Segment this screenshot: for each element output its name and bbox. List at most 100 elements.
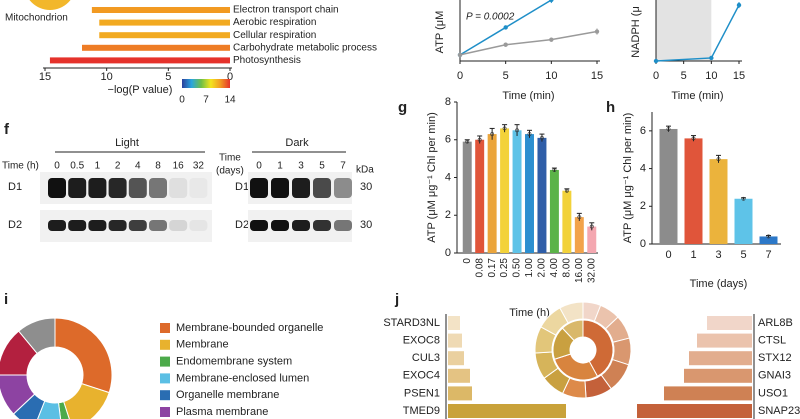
panel-letter: g bbox=[398, 99, 407, 116]
band bbox=[108, 220, 127, 231]
replicate-dot bbox=[527, 132, 532, 136]
y-axis-label: ATP (μM μg⁻¹ Chl per min) bbox=[622, 113, 634, 244]
bar bbox=[659, 128, 678, 244]
replicate-dot bbox=[502, 126, 507, 131]
y-axis-label: NADPH (μ bbox=[630, 6, 642, 58]
replicate-dot bbox=[540, 135, 544, 140]
y-axis-label: ATP (μM bbox=[434, 11, 446, 54]
band bbox=[334, 220, 352, 231]
replicate-dot bbox=[766, 234, 771, 239]
replicate-dot bbox=[515, 128, 519, 133]
legend-label: Plasma membrane bbox=[176, 406, 268, 418]
replicate-dot bbox=[589, 224, 594, 229]
legend-swatch bbox=[160, 323, 170, 333]
annotation: P = 0.0002 bbox=[466, 12, 515, 23]
band bbox=[169, 220, 188, 231]
replicate-dot bbox=[741, 196, 746, 201]
point bbox=[457, 52, 463, 58]
band bbox=[271, 178, 289, 198]
y-axis-label: ATP (μM μg⁻¹ Chl per min) bbox=[426, 112, 438, 243]
band bbox=[128, 178, 147, 198]
replicate-dot bbox=[716, 157, 721, 162]
bar-label: CTSL bbox=[758, 335, 786, 347]
lane-label: 1 bbox=[95, 161, 101, 172]
bar bbox=[684, 138, 703, 244]
bar bbox=[487, 134, 497, 253]
bar bbox=[475, 139, 485, 253]
band bbox=[189, 178, 208, 198]
y-tick-label: 2 bbox=[445, 209, 451, 221]
x-tick-label: 1.00 bbox=[524, 258, 535, 278]
bar-label: GNAI3 bbox=[758, 370, 791, 382]
x-tick-label: 5 bbox=[740, 249, 746, 261]
y-tick-label: 6 bbox=[640, 125, 646, 137]
lane-label: 16 bbox=[173, 161, 185, 172]
sunburst-segment bbox=[582, 319, 614, 377]
x-tick-label: 0 bbox=[665, 249, 671, 261]
donut-slice bbox=[17, 317, 56, 355]
lane-label: 8 bbox=[155, 161, 161, 172]
x-tick-label: 5 bbox=[681, 70, 687, 82]
bar bbox=[462, 141, 472, 253]
bar bbox=[448, 386, 472, 401]
band bbox=[189, 220, 208, 231]
bar bbox=[49, 57, 230, 64]
bar-label: PSEN1 bbox=[404, 387, 440, 399]
bar bbox=[448, 368, 470, 383]
pie-fragment bbox=[29, 0, 71, 10]
y-tick-label: 0 bbox=[640, 238, 646, 250]
point bbox=[736, 2, 742, 8]
legend-swatch bbox=[160, 339, 170, 350]
band bbox=[128, 220, 147, 231]
x-tick-label: 0 bbox=[227, 71, 233, 83]
colorbar-tick-label: 7 bbox=[203, 95, 209, 106]
bar bbox=[448, 404, 566, 418]
bar bbox=[574, 217, 584, 253]
x-tick-label: 0.25 bbox=[499, 258, 510, 278]
replicate-dot bbox=[691, 136, 696, 141]
replicate-dot bbox=[465, 139, 470, 144]
band bbox=[334, 178, 352, 198]
x-tick-label: 10 bbox=[545, 70, 557, 82]
bar bbox=[91, 7, 230, 13]
x-tick-label: 15 bbox=[733, 70, 745, 82]
y-tick-label: 0 bbox=[445, 247, 451, 259]
legend-swatch bbox=[160, 373, 170, 384]
point bbox=[503, 42, 508, 47]
band bbox=[292, 220, 310, 231]
lane-label: 0.5 bbox=[70, 161, 84, 172]
band bbox=[68, 178, 87, 198]
pie-label: Mitochondrion bbox=[5, 13, 68, 24]
band bbox=[68, 220, 87, 231]
bar bbox=[637, 404, 752, 418]
bar-label: TMED9 bbox=[403, 405, 440, 417]
band bbox=[292, 178, 310, 198]
band bbox=[250, 178, 268, 198]
x-tick-label: 0.08 bbox=[474, 258, 485, 278]
band bbox=[149, 220, 167, 231]
band bbox=[271, 220, 289, 231]
replicate-dot bbox=[564, 188, 569, 193]
x-axis-label: Time (min) bbox=[502, 90, 554, 102]
bar bbox=[709, 159, 728, 244]
bar-label: STX12 bbox=[758, 352, 792, 364]
unit-label: kDa bbox=[356, 165, 374, 176]
group-label: Light bbox=[115, 137, 139, 149]
x-tick-label: 4.00 bbox=[549, 258, 560, 278]
protein-label: D1 bbox=[235, 181, 249, 193]
point bbox=[503, 25, 508, 30]
size-label: 30 bbox=[360, 181, 372, 193]
x-tick-label: 0.50 bbox=[512, 258, 523, 278]
bar bbox=[537, 137, 547, 253]
band bbox=[48, 178, 66, 198]
bar bbox=[707, 316, 752, 330]
band bbox=[313, 178, 331, 198]
bar-label: CUL3 bbox=[412, 352, 440, 364]
replicate-dot bbox=[552, 168, 557, 172]
replicate-dot bbox=[490, 132, 495, 136]
bar-label: Carbohydrate metabolic process bbox=[233, 42, 377, 53]
group-label: Dark bbox=[285, 137, 309, 149]
bar-label: Photosynthesis bbox=[233, 55, 301, 66]
band bbox=[108, 178, 127, 198]
x-tick-label: 3 bbox=[715, 249, 721, 261]
